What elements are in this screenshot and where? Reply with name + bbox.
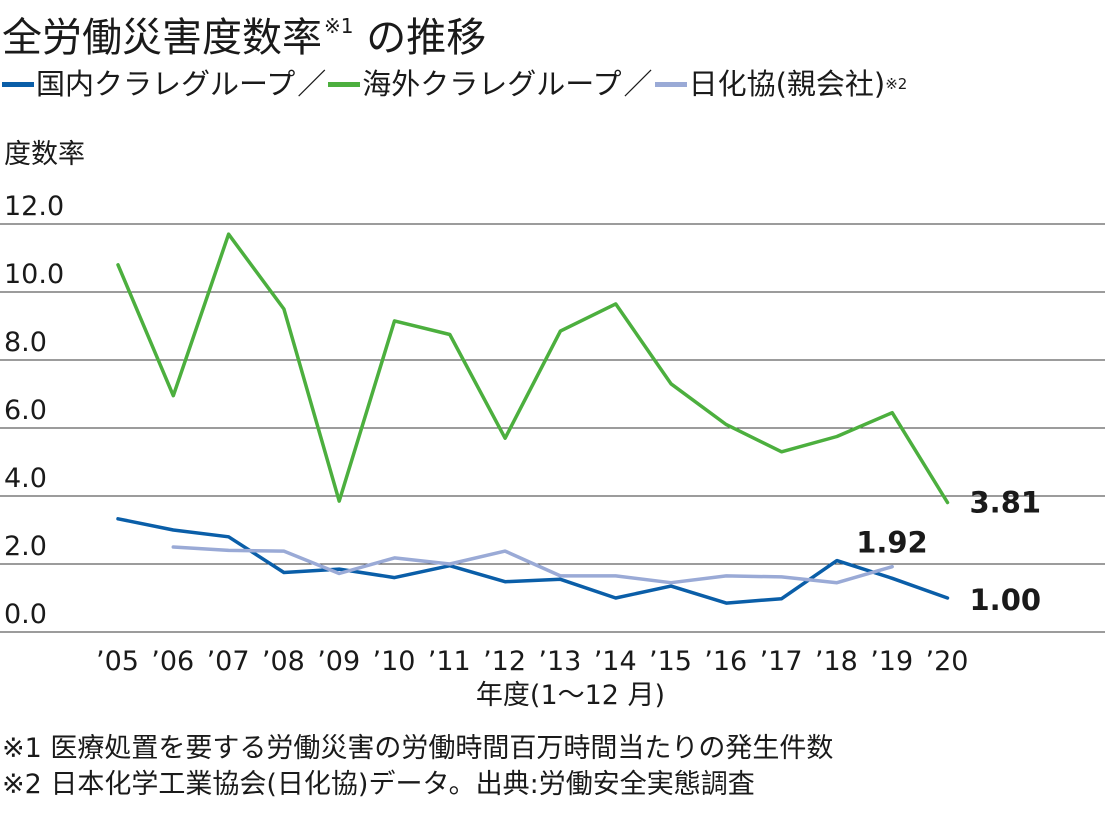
data-label: 3.81 [970, 485, 1042, 519]
x-tick-label: ’09 [317, 646, 360, 677]
y-tick-label: 6.0 [4, 395, 47, 426]
x-tick-label: ’13 [538, 646, 581, 677]
x-tick-label: ’17 [760, 646, 803, 677]
x-tick-label: ’20 [926, 646, 969, 677]
y-tick-label: 10.0 [4, 259, 64, 290]
x-tick-label: ’19 [870, 646, 913, 677]
y-tick-label: 8.0 [4, 327, 47, 358]
x-tick-label: ’15 [649, 646, 692, 677]
x-tick-label: ’12 [483, 646, 526, 677]
legend-swatch-overseas [328, 81, 361, 87]
chart-title-suffix: の推移 [353, 15, 487, 61]
legend-swatch-domestic [2, 81, 34, 87]
chart-title-text: 全労働災害度数率 [2, 15, 322, 61]
x-tick-label: ’07 [207, 646, 250, 677]
chart-title: 全労働災害度数率 ※1 の推移 [2, 0, 486, 64]
y-tick-label: 4.0 [4, 463, 47, 494]
legend-swatch-jcia [654, 81, 687, 87]
footnotes: ※1 医療処置を要する労働災害の労働時間百万時間当たりの発生件数 ※2 日本化学… [2, 731, 833, 803]
series-line-2 [171, 545, 894, 585]
title-footnote-mark: ※1 [324, 14, 354, 38]
x-tick-label: ’16 [704, 646, 747, 677]
legend-label-domestic: 国内クラレグループ [36, 67, 296, 101]
legend-label-overseas: 海外クラレグループ [362, 67, 622, 101]
legend-separator: ／ [297, 67, 327, 101]
data-label: 1.92 [856, 526, 928, 560]
x-tick-label: ’14 [594, 646, 637, 677]
y-tick-label: 12.0 [4, 191, 64, 222]
legend-footnote-mark: ※2 [885, 75, 908, 93]
x-tick-label: ’18 [815, 646, 858, 677]
legend-label-jcia: 日化協(親会社) [688, 67, 886, 101]
y-tick-label: 0.0 [4, 599, 47, 630]
x-tick-label: ’11 [428, 646, 471, 677]
x-tick-label: ’08 [262, 646, 305, 677]
footnote-1: ※1 医療処置を要する労働災害の労働時間百万時間当たりの発生件数 [2, 733, 834, 764]
series-line-0 [116, 517, 950, 605]
data-label: 1.00 [970, 583, 1042, 617]
x-tick-label: ’05 [96, 646, 139, 677]
x-tick-label: ’10 [373, 646, 416, 677]
x-axis-label: 年度(1～12 月) [475, 680, 666, 711]
series-line-1 [116, 232, 950, 505]
x-tick-label: ’06 [151, 646, 194, 677]
legend-separator: ／ [623, 67, 653, 101]
y-axis-label: 度数率 [4, 139, 85, 170]
footnote-2: ※2 日本化学工業協会(日化協)データ。出典:労働安全実態調査 [2, 769, 755, 800]
y-tick-label: 2.0 [4, 531, 47, 562]
legend: 国内クラレグループ ／ 海外クラレグループ ／ 日化協(親会社) ※2 [2, 66, 907, 102]
